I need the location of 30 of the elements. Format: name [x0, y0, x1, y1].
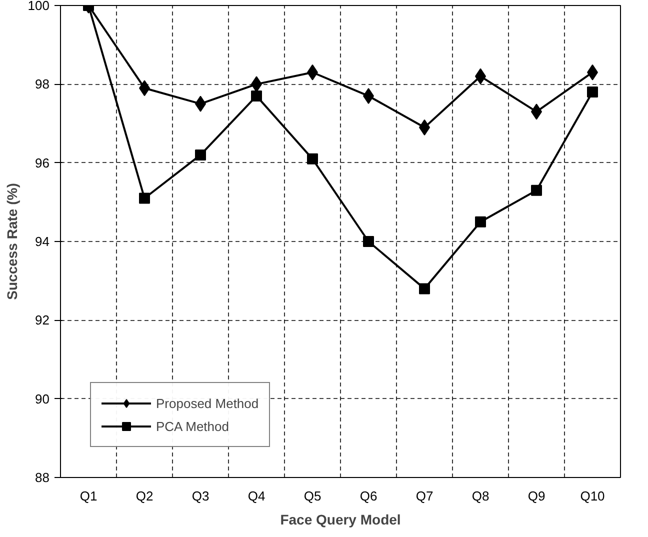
- point: [363, 236, 374, 247]
- legend-label: PCA Method: [156, 418, 229, 434]
- y-tick-label: 100: [28, 0, 50, 13]
- x-tick-label: Q7: [416, 488, 434, 504]
- y-tick-label: 88: [35, 470, 50, 485]
- legend-label: Proposed Method: [156, 396, 259, 410]
- point: [531, 184, 542, 196]
- point: [307, 153, 318, 164]
- point: [139, 192, 150, 204]
- x-tick-label: Q1: [80, 488, 98, 504]
- x-tick-label: Q3: [192, 488, 210, 504]
- y-axis-title: Success Rate (%): [4, 183, 20, 300]
- x-tick-label: Q10: [580, 488, 605, 504]
- y-tick-label: 98: [35, 76, 50, 92]
- point: [475, 216, 486, 228]
- x-tick-label: Q4: [248, 488, 266, 504]
- point: [251, 90, 262, 102]
- x-tick-label: Q9: [528, 488, 546, 504]
- x-tick-label: Q5: [304, 488, 322, 504]
- y-tick-label: 92: [35, 312, 50, 328]
- y-tick-label: 96: [35, 155, 50, 170]
- y-tick-label: 90: [35, 391, 50, 406]
- x-tick-label: Q2: [136, 488, 154, 504]
- point: [587, 86, 598, 98]
- x-tick-label: Q8: [472, 488, 490, 504]
- x-axis-title: Face Query Model: [280, 512, 401, 528]
- point: [419, 283, 430, 294]
- point: [195, 149, 206, 160]
- x-tick-label: Q6: [360, 488, 378, 504]
- y-tick-label: 94: [35, 234, 50, 249]
